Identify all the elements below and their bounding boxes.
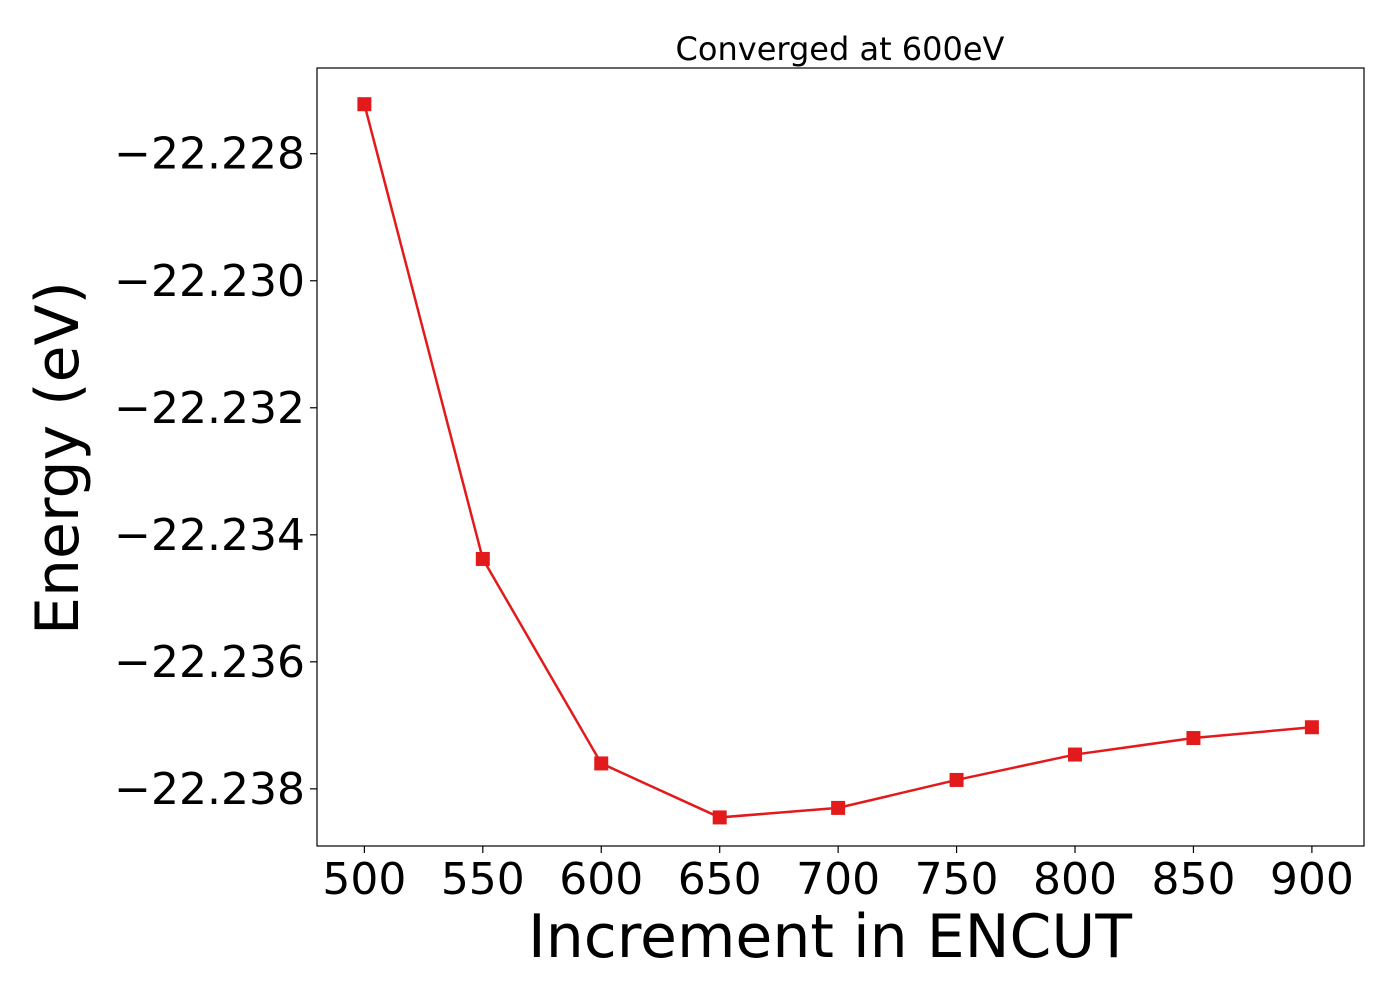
plot-frame [316,67,1365,847]
data-point [949,772,964,787]
y-tick-label: −22.232 [114,383,305,434]
y-tick-label: −22.236 [114,637,305,688]
x-tick-label: 900 [1270,854,1354,905]
series-line [363,103,1313,819]
y-axis-label: Energy (eV) [23,281,93,635]
x-tick-label: 550 [441,854,525,905]
x-tick-label: 700 [796,854,880,905]
y-tick-label: −22.230 [114,256,305,307]
x-axis-label: Increment in ENCUT [528,902,1132,972]
x-tick-label: 600 [559,854,643,905]
x-tick-label: 850 [1151,854,1235,905]
x-tick-label: 800 [1033,854,1117,905]
y-axis: −22.228 −22.230 −22.232 −22.234 −22.236 −22.2… [114,129,317,815]
x-tick-label: 650 [678,854,762,905]
x-tick-label: 750 [915,854,999,905]
data-point [1068,747,1083,762]
y-tick-label: −22.234 [114,510,305,561]
x-tick-label: 500 [322,854,406,905]
data-point [475,551,490,566]
data-point [594,756,609,771]
chart-title: Converged at 600eV [676,30,1005,68]
y-tick-label: −22.238 [114,764,305,815]
plot-area [357,97,1319,825]
y-tick-label: −22.228 [114,129,305,180]
data-point [712,810,727,825]
data-point [1304,720,1319,735]
data-point [1186,731,1201,746]
data-point [831,800,846,815]
data-point [357,97,372,112]
x-axis: 500 550 600 650 700 750 800 850 900 [322,846,1354,905]
